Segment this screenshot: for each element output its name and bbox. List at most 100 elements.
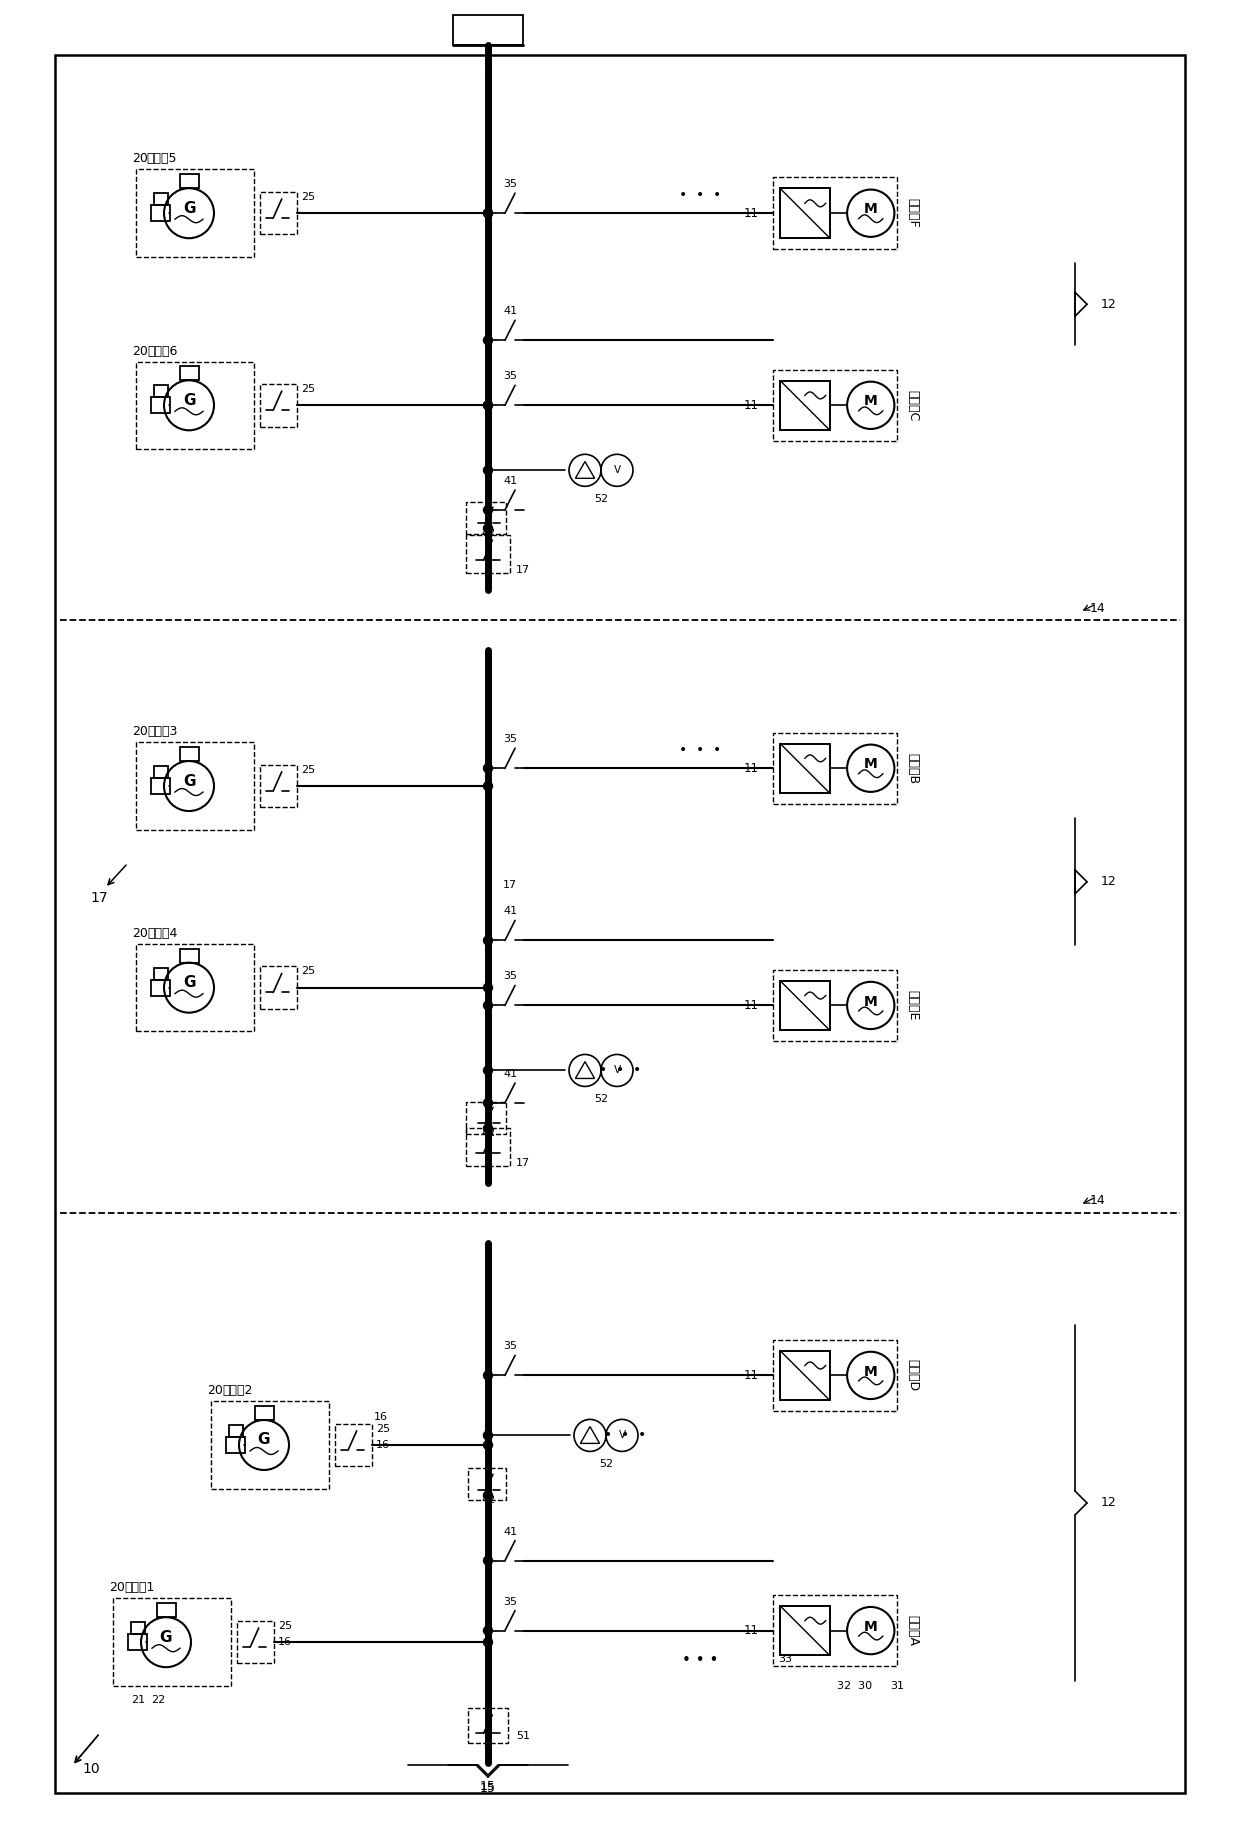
Bar xyxy=(154,384,167,397)
Text: 发电机6: 发电机6 xyxy=(146,344,177,357)
Circle shape xyxy=(484,935,492,944)
Text: 52: 52 xyxy=(594,1094,608,1105)
Circle shape xyxy=(484,1124,492,1133)
Text: G: G xyxy=(258,1432,270,1447)
Text: 21: 21 xyxy=(131,1695,145,1706)
Text: •  •  •: • • • xyxy=(678,743,722,758)
Text: M: M xyxy=(864,201,878,216)
Text: 16: 16 xyxy=(376,1440,391,1451)
Bar xyxy=(773,1340,897,1412)
Text: 35: 35 xyxy=(503,371,517,381)
Text: 发电机1: 发电机1 xyxy=(124,1582,154,1595)
Text: 15: 15 xyxy=(480,1783,496,1796)
Bar xyxy=(180,747,198,761)
Text: 发电机2: 发电机2 xyxy=(222,1384,252,1397)
Bar xyxy=(136,170,254,257)
Text: 11: 11 xyxy=(744,1000,759,1013)
Bar xyxy=(151,778,170,795)
Text: •  •  •: • • • xyxy=(678,188,722,201)
Bar xyxy=(151,979,170,996)
Bar xyxy=(130,1623,145,1634)
Bar xyxy=(780,1606,830,1656)
Circle shape xyxy=(484,209,492,218)
Text: 32  30: 32 30 xyxy=(837,1680,873,1691)
Bar xyxy=(773,177,897,249)
Circle shape xyxy=(484,336,492,346)
Text: M: M xyxy=(864,994,878,1009)
Text: 11: 11 xyxy=(744,207,759,220)
Text: G: G xyxy=(182,774,195,789)
Text: 35: 35 xyxy=(503,734,517,745)
Bar xyxy=(136,743,254,830)
Circle shape xyxy=(484,1098,492,1107)
Text: 25: 25 xyxy=(301,967,315,976)
Text: 发电机3: 发电机3 xyxy=(146,724,177,739)
Text: 25: 25 xyxy=(376,1423,391,1434)
Bar xyxy=(453,15,523,44)
Text: G: G xyxy=(182,394,195,408)
Circle shape xyxy=(484,1440,492,1449)
Text: 10: 10 xyxy=(82,1761,99,1776)
Text: 42: 42 xyxy=(482,1129,496,1138)
Bar xyxy=(154,968,167,979)
Text: 15: 15 xyxy=(480,1780,496,1794)
Text: 推进器F: 推进器F xyxy=(906,198,920,227)
Text: 35: 35 xyxy=(503,179,517,188)
Bar xyxy=(180,948,198,963)
Text: 16: 16 xyxy=(374,1412,388,1421)
Text: 41: 41 xyxy=(503,307,517,316)
Bar xyxy=(780,1351,830,1401)
Bar xyxy=(113,1599,231,1685)
Text: 52: 52 xyxy=(594,493,608,505)
Bar xyxy=(259,967,298,1009)
Text: 22: 22 xyxy=(151,1695,166,1706)
Bar xyxy=(467,1469,506,1501)
Text: 17: 17 xyxy=(503,880,517,891)
Text: 35: 35 xyxy=(503,1342,517,1351)
Text: 35: 35 xyxy=(503,1597,517,1606)
Bar xyxy=(226,1438,246,1453)
Circle shape xyxy=(484,763,492,772)
Circle shape xyxy=(484,401,492,410)
Text: 推进器A: 推进器A xyxy=(906,1615,920,1647)
Text: 11: 11 xyxy=(744,399,759,412)
Bar xyxy=(136,944,254,1031)
Text: 推进器E: 推进器E xyxy=(906,991,920,1020)
Bar xyxy=(780,188,830,238)
Circle shape xyxy=(484,401,492,410)
Bar xyxy=(467,1708,508,1743)
Text: 推进器C: 推进器C xyxy=(906,390,920,421)
Circle shape xyxy=(484,1066,492,1076)
Bar xyxy=(780,743,830,793)
Circle shape xyxy=(484,1371,492,1380)
Text: 31: 31 xyxy=(890,1680,904,1691)
Bar xyxy=(128,1634,148,1650)
Text: 20: 20 xyxy=(133,928,148,941)
Bar xyxy=(466,503,506,534)
Circle shape xyxy=(484,506,492,514)
Bar xyxy=(228,1425,243,1438)
Text: • • •: • • • xyxy=(682,1654,718,1669)
Text: •  •  •: • • • xyxy=(599,1063,641,1077)
Circle shape xyxy=(484,523,492,532)
Bar xyxy=(180,174,198,188)
Text: G: G xyxy=(182,201,195,216)
Text: 20: 20 xyxy=(207,1384,223,1397)
Text: 20: 20 xyxy=(109,1582,125,1595)
Bar xyxy=(136,362,254,449)
Circle shape xyxy=(484,1002,492,1011)
Text: 33: 33 xyxy=(779,1654,792,1663)
Bar xyxy=(180,366,198,381)
Circle shape xyxy=(484,983,492,992)
Bar xyxy=(254,1406,274,1419)
Text: 17: 17 xyxy=(516,565,531,575)
Text: 16: 16 xyxy=(278,1637,293,1647)
Bar xyxy=(780,381,830,431)
Bar xyxy=(151,397,170,414)
Text: 发电机5: 发电机5 xyxy=(146,152,177,166)
Text: 35: 35 xyxy=(503,972,517,981)
Text: 41: 41 xyxy=(503,1526,517,1536)
Text: M: M xyxy=(864,1364,878,1379)
Circle shape xyxy=(484,1556,492,1565)
Bar xyxy=(773,970,897,1040)
